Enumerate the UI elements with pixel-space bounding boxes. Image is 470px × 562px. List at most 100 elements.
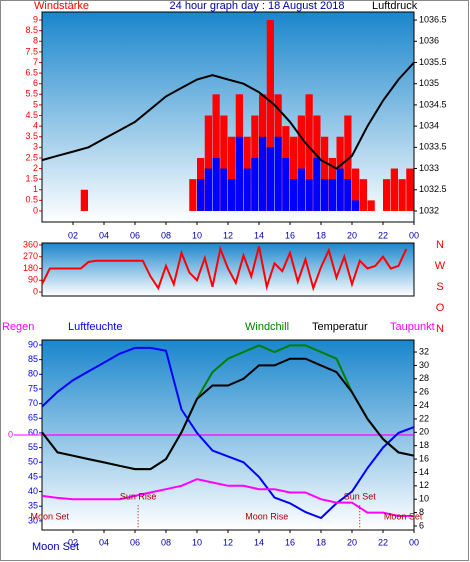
y-tick-label: 9 [33,14,38,24]
y-tick-label: 0 [33,205,38,215]
annotation: Moon Rise [245,512,288,522]
series-line [41,357,415,471]
y-tick-label: 1.5 [25,174,38,184]
bar [80,189,88,211]
series-line [41,346,415,520]
y2-tick-label: 20 [419,427,429,437]
y2-tick-label: 1032 [419,205,439,215]
x-tick-label: 06 [130,537,140,547]
x-tick-label: 06 [130,230,140,240]
x-tick-label: 10 [192,230,202,240]
y2-tick-label: 1032.5 [419,184,447,194]
bar [359,179,367,211]
y-tick-label: 80 [28,369,38,379]
annotation: Moon Set [30,512,69,522]
bar [266,20,274,211]
bar [251,157,259,211]
y-tick-label: 45 [28,471,38,481]
y-tick-label: 75 [28,383,38,393]
bar [313,157,321,211]
legend-entry: Taupunkt [390,321,435,333]
y-tick-label: 4.5 [25,110,38,120]
legend-entry: Luftfeuchte [68,321,122,333]
annotation: Moon Set [384,512,423,522]
y-tick-label: 6 [33,78,38,88]
y2-tick-label: 1034.5 [419,99,447,109]
plot-frame [41,11,415,223]
plot-frame [41,242,415,297]
y-tick-label: 270 [23,251,38,261]
x-tick-label: 14 [254,537,264,547]
bar [297,168,305,211]
y-tick-label: 30 [28,515,38,525]
y2-tick-label: 26 [419,387,429,397]
y-tick-label: 7 [33,57,38,67]
x-tick-label: 12 [223,230,233,240]
bar [282,157,290,211]
y-tick-label: 5.5 [25,89,38,99]
y-tick-label: 8 [33,36,38,46]
y2-tick-label: 24 [419,400,429,410]
compass-label: N [436,239,444,251]
y-tick-label: 360 [23,239,38,249]
x-tick-label: 22 [378,537,388,547]
y-tick-label: 60 [28,427,38,437]
y-tick-label: 0.5 [25,195,38,205]
y2-tick-label: 16 [419,453,429,463]
bar [228,136,236,211]
x-tick-label: 04 [99,230,109,240]
bar [212,94,220,211]
series-line [41,61,415,170]
y2-axis-label: Luftdruck [372,0,418,12]
bar [352,200,360,211]
x-tick-label: 18 [316,230,326,240]
x-tick-label: 22 [378,230,388,240]
x-tick-label: 08 [161,537,171,547]
bar [204,115,212,211]
y2-tick-label: 22 [419,413,429,423]
y2-tick-label: 1033.5 [419,142,447,152]
y-tick-label: 8.5 [25,25,38,35]
y2-tick-label: 30 [419,360,429,370]
y-tick-label: 2 [33,163,38,173]
y-tick-label: 3 [33,142,38,152]
y2-tick-label: 6 [419,520,424,530]
bar [197,179,205,211]
y-tick-label: 65 [28,413,38,423]
y2-tick-label: 18 [419,440,429,450]
y-tick-label: 6.5 [25,67,38,77]
annotation: Sun Set [344,492,377,502]
x-axis-note: Moon Set [32,541,79,553]
y2-tick-label: 1033 [419,163,439,173]
x-tick-label: 20 [347,230,357,240]
bar [220,115,228,211]
compass-label: W [435,260,446,272]
legend-entry: Temperatur [312,321,368,333]
y-tick-label: 35 [28,501,38,511]
y2-tick-label: 1035 [419,78,439,88]
bar [344,179,352,211]
bar [243,168,251,211]
x-tick-label: 14 [254,230,264,240]
x-tick-label: 04 [99,537,109,547]
bar [235,136,243,211]
bar [305,179,313,211]
y2-tick-label: 1036 [419,36,439,46]
bar [305,94,313,211]
y-axis-label: Windstärke [34,0,89,12]
bar [328,179,336,211]
y-tick-label: 70 [28,398,38,408]
legend-entry: Regen [2,321,34,333]
y-tick-label: 40 [28,486,38,496]
y2-tick-label: 32 [419,346,429,356]
x-tick-label: 02 [68,537,78,547]
y-tick-label: 180 [23,263,38,273]
x-tick-label: 16 [285,230,295,240]
y-tick-label: 7.5 [25,46,38,56]
series-line [41,245,408,292]
y-tick-label: 90 [28,339,38,349]
bar [290,179,298,211]
x-tick-label: 16 [285,537,295,547]
chart-title: 24 hour graph day : 18 August 2018 [170,0,345,12]
y-tick-label: 3.5 [25,131,38,141]
